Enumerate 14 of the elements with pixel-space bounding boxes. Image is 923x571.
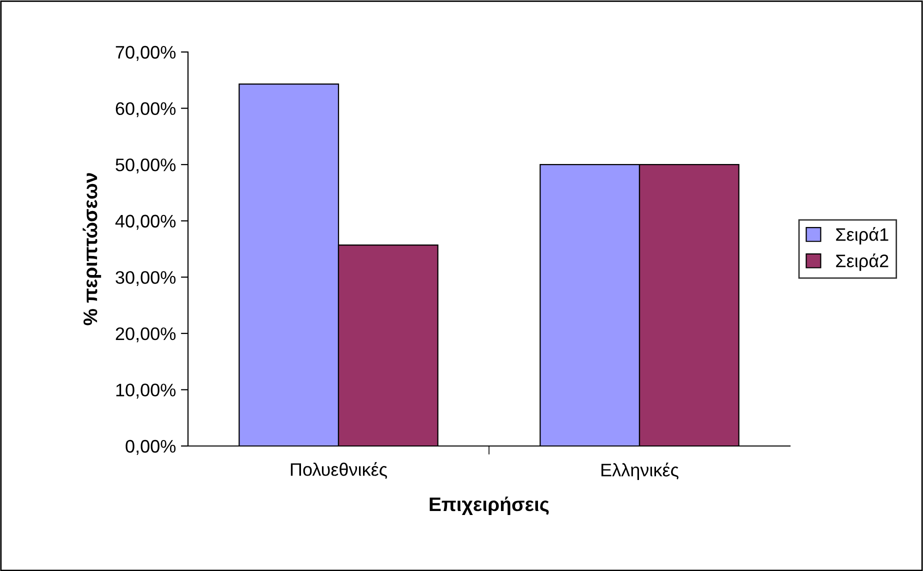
y-tick-label: 40,00% — [115, 214, 176, 230]
y-tick-label: 0,00% — [126, 440, 176, 455]
y-tick-label: 20,00% — [116, 327, 176, 342]
legend-label: Σειρά1 — [836, 227, 888, 244]
y-tick-label: 60,00% — [116, 102, 176, 118]
y-tick-label: 50,00% — [116, 158, 176, 174]
legend-label: Σειρά2 — [836, 254, 888, 271]
x-axis-title: Επιχειρήσεις — [430, 496, 549, 516]
y-axis-title: % περιπτώσεων — [82, 173, 102, 326]
y-tick-label: 10,00% — [116, 384, 176, 399]
y-tick-label: 30,00% — [116, 271, 176, 286]
x-tick-label: Ελληνικές — [602, 462, 678, 480]
y-tick-label: 70,00% — [116, 46, 176, 61]
x-tick-label: Πολυεθνικές — [290, 462, 388, 479]
